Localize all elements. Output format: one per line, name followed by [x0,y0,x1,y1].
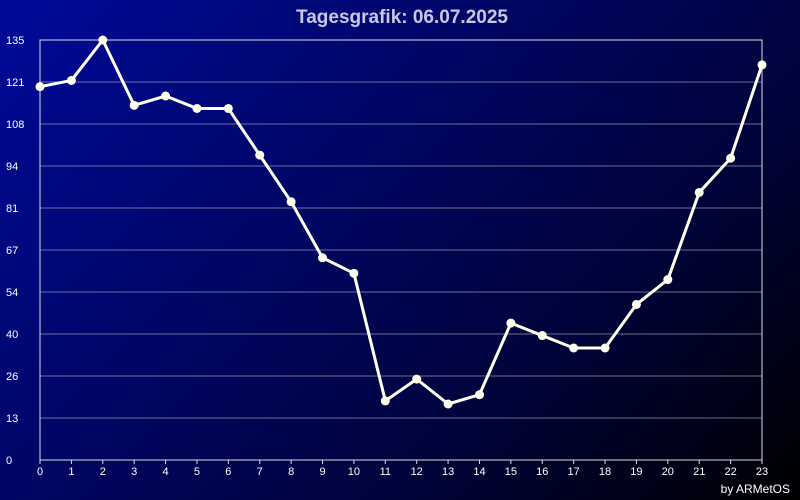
data-point [286,197,296,207]
data-point [569,343,579,353]
x-tick-label: 6 [225,466,231,478]
x-tick-label: 3 [131,466,137,478]
grid [40,81,762,419]
x-tick-label: 1 [68,466,74,478]
x-tick-label: 5 [194,466,200,478]
data-point [537,331,547,341]
x-tick-label: 21 [693,466,705,478]
data-point [443,399,453,409]
y-tick-label: 135 [6,35,24,47]
x-tick-label: 23 [756,466,768,478]
data-point [506,318,516,328]
x-tick-label: 19 [630,466,642,478]
y-tick-label: 13 [6,413,18,425]
y-tick-label: 0 [6,455,12,467]
plot-frame [39,39,763,461]
y-tick-label: 94 [6,161,18,173]
x-axis-ticks: 0 1 2 3 4 5 6 7 8 9 10 11 12 13 14 15 16 17 18 19 20 21 22 23 [37,460,768,478]
data-point [223,103,233,113]
x-tick-label: 17 [568,466,580,478]
data-point [757,60,767,70]
x-tick-label: 0 [37,466,43,478]
x-tick-label: 18 [599,466,611,478]
x-tick-label: 10 [348,466,360,478]
data-point [726,153,736,163]
x-tick-label: 2 [100,466,106,478]
x-tick-label: 4 [163,466,169,478]
chart-title: Tagesgrafik: 06.07.2025 [296,7,508,28]
data-point [129,100,139,110]
credit-text: by ARMetOS [721,482,790,496]
data-point [380,396,390,406]
data-point [474,390,484,400]
y-tick-label: 26 [6,371,18,383]
x-tick-label: 12 [411,466,423,478]
data-point [192,103,202,113]
x-tick-label: 9 [319,466,325,478]
x-tick-label: 13 [442,466,454,478]
x-tick-label: 22 [724,466,736,478]
y-axis-ticks: 0 13 26 40 54 67 81 94 108 121 135 [6,35,24,467]
x-tick-label: 11 [380,466,391,478]
x-tick-label: 15 [505,466,517,478]
y-tick-label: 67 [6,245,18,257]
data-point [255,150,265,160]
data-point [663,275,673,285]
data-point [66,75,76,85]
y-tick-label: 40 [6,329,18,341]
data-point [694,187,704,197]
x-tick-label: 20 [662,466,674,478]
data-point [631,299,641,309]
y-tick-label: 121 [6,77,24,89]
plot-border [39,39,763,461]
data-point [412,374,422,384]
data-point [600,343,610,353]
y-tick-label: 108 [6,119,24,131]
series [35,35,767,409]
data-point [318,253,328,263]
series-line [39,38,764,406]
data-point [98,35,108,45]
x-tick-label: 16 [536,466,548,478]
data-point [35,82,45,92]
x-tick-label: 7 [257,466,263,478]
y-tick-label: 54 [6,287,18,299]
x-tick-label: 8 [288,466,294,478]
y-tick-label: 81 [6,203,18,215]
data-point [349,268,359,278]
data-point [161,91,171,101]
x-tick-label: 14 [473,466,485,478]
